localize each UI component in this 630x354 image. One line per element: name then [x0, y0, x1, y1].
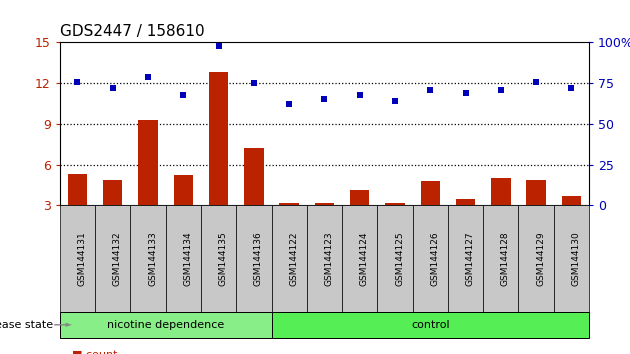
Point: [178, 92, 188, 97]
Bar: [386, 202, 404, 205]
Point: [72, 79, 83, 84]
Point: [249, 80, 259, 86]
Text: nicotine dependence: nicotine dependence: [107, 320, 224, 330]
Point: [108, 85, 118, 91]
Point: [425, 87, 435, 92]
Bar: [421, 181, 440, 205]
Point: [284, 102, 294, 107]
Bar: [139, 120, 158, 205]
Point: [319, 97, 329, 102]
Text: GSM144125: GSM144125: [395, 231, 404, 286]
Bar: [209, 72, 228, 205]
Bar: [280, 202, 299, 205]
Text: GSM144123: GSM144123: [324, 231, 333, 286]
Bar: [491, 178, 510, 205]
Text: GSM144122: GSM144122: [289, 231, 298, 286]
Text: control: control: [411, 320, 450, 330]
Bar: [315, 203, 334, 205]
Text: GSM144126: GSM144126: [430, 231, 439, 286]
Text: GSM144131: GSM144131: [77, 231, 86, 286]
Point: [461, 90, 471, 96]
Bar: [103, 179, 122, 205]
Point: [531, 79, 541, 84]
Bar: [350, 190, 369, 205]
Text: GSM144130: GSM144130: [571, 231, 580, 286]
Text: ■ count: ■ count: [72, 349, 118, 354]
Text: GSM144133: GSM144133: [148, 231, 157, 286]
Point: [496, 87, 506, 92]
Bar: [68, 174, 87, 205]
Bar: [174, 176, 193, 205]
Text: GSM144128: GSM144128: [501, 231, 510, 286]
Text: GSM144134: GSM144134: [183, 231, 192, 286]
Text: GSM144132: GSM144132: [113, 231, 122, 286]
Point: [390, 98, 400, 104]
Bar: [456, 199, 475, 205]
Text: GDS2447 / 158610: GDS2447 / 158610: [60, 23, 205, 39]
Text: GSM144129: GSM144129: [536, 231, 545, 286]
Text: GSM144124: GSM144124: [360, 231, 369, 286]
Text: GSM144135: GSM144135: [219, 231, 227, 286]
Point: [355, 92, 365, 97]
Point: [214, 43, 224, 48]
Point: [143, 74, 153, 80]
Text: disease state: disease state: [0, 320, 54, 330]
Text: GSM144136: GSM144136: [254, 231, 263, 286]
Bar: [562, 196, 581, 205]
Bar: [244, 148, 263, 205]
Bar: [527, 179, 546, 205]
Point: [566, 85, 576, 91]
Text: GSM144127: GSM144127: [466, 231, 474, 286]
